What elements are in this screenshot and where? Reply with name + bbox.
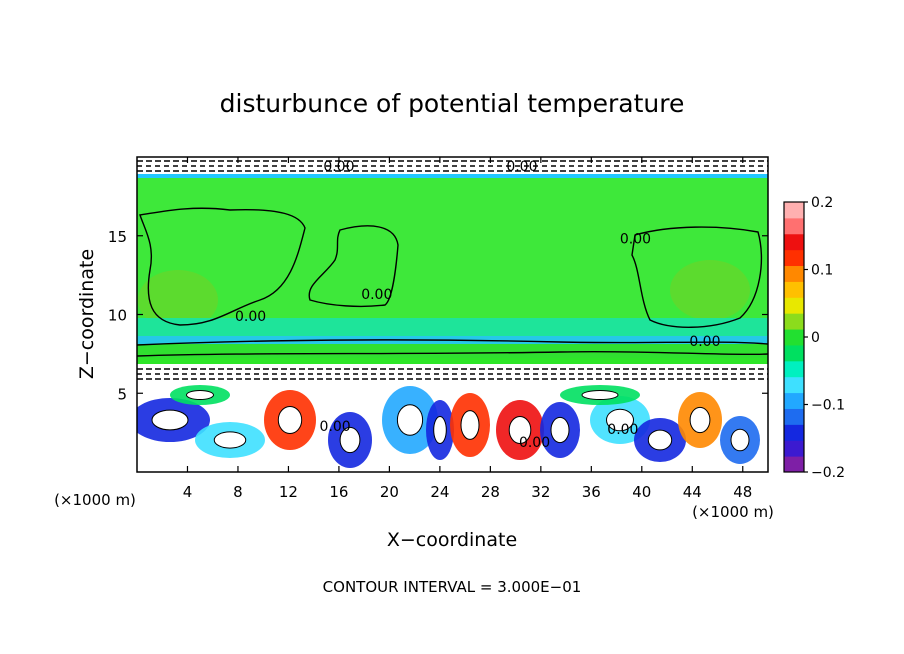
colorbar-swatch [784,233,804,251]
colorbar-swatch [784,281,804,298]
x-tick-label: 44 [683,483,702,501]
warm-patch-left [138,270,218,330]
turbulence-core [689,406,711,434]
upper-field-band [137,178,768,328]
colorbar-swatch [784,344,804,362]
x-tick-label: 8 [233,483,243,501]
colorbar-swatch [784,424,804,441]
z-tick-layer: 5 10 15 [108,228,768,403]
colorbar-swatch [784,392,804,409]
contour-interval-note: CONTOUR INTERVAL = 3.000E−01 [323,578,582,596]
z-unit-label: (×1000 m) [54,491,136,509]
contour-label-layer: 0.00 0.00 0.00 0.00 0.00 0.00 0.00 0.00 0.00 [235,159,720,451]
turbulence-core [606,408,634,432]
colorbar-tick-layer: 0.2 0.1 0 −0.1 −0.2 [804,195,845,481]
colorbar-tick-label: 0.1 [811,263,833,279]
turbulence-core [550,416,570,444]
turbulence-core [339,426,361,454]
colorbar-tick-label: 0 [811,330,820,346]
z-axis-title: Z−coordinate [76,249,98,379]
contour-label: 0.00 [519,435,550,451]
turbulence-core [581,390,619,400]
x-axis-title: X−coordinate [387,529,517,551]
contour-label: 0.00 [506,159,537,175]
x-tick-label: 32 [531,483,550,501]
contour-label: 0.00 [689,334,720,350]
z-tick-label: 10 [108,307,127,325]
colorbar-tick-label: −0.1 [811,398,845,414]
turbulence-core [277,406,303,434]
warm-patch-right [670,260,750,320]
turbulence-core [460,410,480,440]
contour-label: 0.00 [320,419,351,435]
x-tick-label: 12 [279,483,298,501]
colorbar-tick-label: −0.2 [811,465,845,481]
colorbar-swatch [784,329,804,346]
x-tick-label: 16 [329,483,348,501]
warm-layer-7km [137,344,768,358]
turbulence-core [730,428,750,452]
colorbar-swatch [784,456,804,473]
colorbar-swatch [784,440,804,457]
x-unit-label: (×1000 m) [692,503,774,521]
x-tick-label: 4 [183,483,193,501]
colorbar-swatch [784,249,804,267]
contour-label: 0.00 [235,309,266,325]
colorbar-swatches [784,202,804,473]
x-tick-label: 28 [481,483,500,501]
turbulence-core [151,409,189,431]
colorbar-swatch [784,217,804,235]
x-tick-layer: 4 8 12 16 20 24 28 32 36 40 44 48 [183,157,752,501]
contour-label: 0.00 [323,159,354,175]
dashed-contours [137,160,768,380]
contour-label: 0.00 [620,232,651,248]
contour-label: 0.00 [361,287,392,303]
turbulence-core [433,416,447,444]
colorbar-swatch [784,408,804,425]
x-tick-label: 20 [380,483,399,501]
colorbar-swatch [784,202,804,219]
colorbar-swatch [784,376,804,394]
chart-title: disturbunce of potential temperature [220,89,685,118]
turbulence-core [396,404,424,436]
z-tick-label: 15 [108,228,127,246]
colorbar-swatch [784,297,804,314]
x-tick-label: 36 [582,483,601,501]
contour-label: 0.00 [607,422,638,438]
colorbar: 0.2 0.1 0 −0.1 −0.2 [783,195,845,481]
x-tick-label: 40 [632,483,651,501]
turbulence-core [508,416,532,444]
colorbar-tick-label: 0.2 [811,195,833,211]
colorbar-swatch [784,265,804,282]
turbulence-core [186,390,214,400]
x-tick-label: 24 [430,483,449,501]
top-cyan-band [137,174,768,178]
x-tick-label: 48 [733,483,752,501]
turbulence-core [213,431,247,449]
turbulence-core [647,429,673,451]
turbulent-structures [137,385,760,468]
mid-white-band [137,364,768,380]
zero-contours [137,207,768,357]
z-tick-label: 5 [117,385,127,403]
colorbar-swatch [784,360,804,378]
cool-layer-mid [137,318,768,336]
colorbar-swatch [784,313,804,330]
